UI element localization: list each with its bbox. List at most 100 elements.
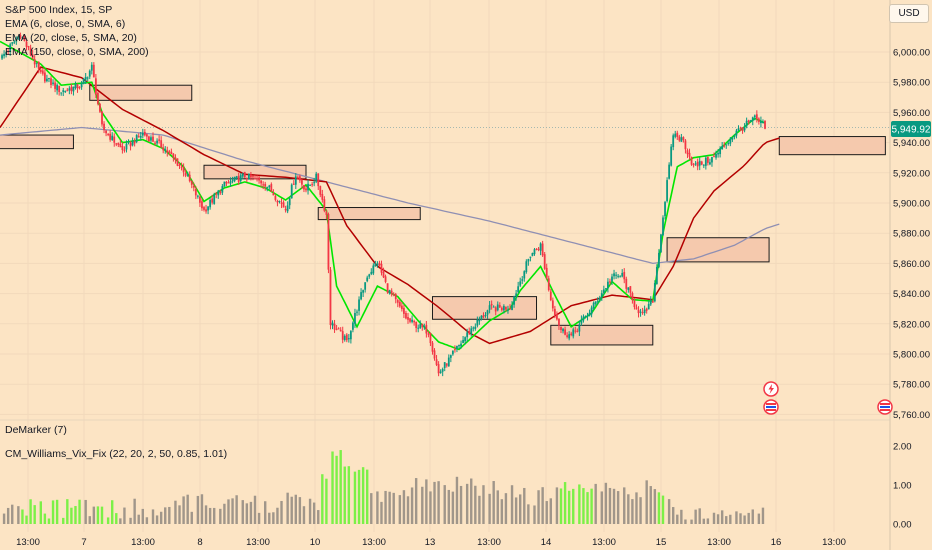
candle-body xyxy=(449,355,452,358)
vix-fix-bar xyxy=(676,514,679,524)
candle-body xyxy=(215,193,218,195)
vix-fix-bar xyxy=(729,514,732,524)
vix-fix-label[interactable]: CM_Williams_Vix_Fix (22, 20, 2, 50, 0.85… xyxy=(5,448,228,460)
candle-body xyxy=(186,174,189,176)
candle-body xyxy=(688,152,691,157)
vix-fix-bar xyxy=(757,513,761,524)
candle-body xyxy=(592,302,595,309)
candle-body xyxy=(715,153,717,158)
candle-body xyxy=(627,287,630,291)
ema-20-label[interactable]: EMA (20, close, 5, SMA, 20) xyxy=(5,32,137,44)
y-tick-label: 5,980.00 xyxy=(893,78,930,89)
candle-body xyxy=(590,307,593,315)
candle-body xyxy=(152,136,154,142)
candle-body xyxy=(396,300,399,303)
candle-body xyxy=(141,132,144,136)
x-tick-label: 8 xyxy=(197,537,202,548)
candle-body xyxy=(513,296,515,305)
vix-fix-bar xyxy=(429,491,432,524)
vix-fix-bar xyxy=(470,478,473,524)
vix-fix-bar xyxy=(514,497,518,524)
event-icons[interactable] xyxy=(763,381,893,415)
candle-body xyxy=(119,143,122,148)
candle-body xyxy=(484,314,487,317)
demarker-label[interactable]: DeMarker (7) xyxy=(5,424,67,436)
candle-body xyxy=(498,305,501,308)
candle-body xyxy=(525,261,528,273)
candle-body xyxy=(54,82,56,89)
candle-body xyxy=(280,202,283,204)
candle-body xyxy=(619,276,622,278)
vix-fix-bar xyxy=(29,499,32,524)
vix-fix-bar xyxy=(612,488,616,524)
candle-body xyxy=(321,193,324,200)
candle-body xyxy=(751,117,754,121)
candle-body xyxy=(737,128,740,131)
candle-body xyxy=(649,299,652,305)
candle-body xyxy=(472,327,475,329)
candle-body xyxy=(523,271,526,279)
candle-body xyxy=(219,191,222,194)
candle-body xyxy=(137,136,140,138)
candle-body xyxy=(352,322,354,330)
ema-6-label[interactable]: EMA (6, close, 0, SMA, 6) xyxy=(5,18,126,30)
currency-button[interactable]: USD xyxy=(889,4,929,23)
vix-fix-bar xyxy=(545,501,548,524)
candle-body xyxy=(519,281,522,286)
candle-body xyxy=(572,329,575,337)
candle-body xyxy=(15,38,18,42)
candle-body xyxy=(378,262,381,266)
candle-body xyxy=(537,248,540,250)
vix-fix-bar xyxy=(74,506,77,524)
ema-150-label[interactable]: EMA (150, close, 0, SMA, 200) xyxy=(5,46,149,58)
candle-body xyxy=(392,294,395,296)
candle-body xyxy=(154,142,156,144)
vix-fix-bar xyxy=(294,494,297,524)
candle-body xyxy=(515,293,518,297)
candle-body xyxy=(298,176,301,181)
candle-body xyxy=(101,111,103,125)
vix-fix-bar xyxy=(257,512,261,524)
candle-body xyxy=(600,293,603,298)
candle-body xyxy=(41,70,44,74)
candle-body xyxy=(370,271,373,274)
candle-body xyxy=(725,144,728,146)
vix-fix-bar xyxy=(523,487,526,524)
vix-fix-bar xyxy=(474,485,477,524)
vix-fix-bar xyxy=(725,516,728,524)
candle-body xyxy=(225,181,228,184)
candle-body xyxy=(713,156,715,158)
vix-fix-bar xyxy=(43,513,47,524)
symbol-title[interactable]: S&P 500 Index, 15, SP xyxy=(5,4,113,16)
vix-fix-bar xyxy=(582,488,585,524)
vix-fix-bar xyxy=(115,513,118,524)
y-tick-label: 5,920.00 xyxy=(893,168,930,179)
y-tick-label: 5,940.00 xyxy=(893,138,930,149)
candle-body xyxy=(349,331,352,340)
candle-body xyxy=(664,202,666,217)
candle-body xyxy=(431,342,434,352)
x-tick-label: 13 xyxy=(425,537,436,548)
candle-body xyxy=(325,211,328,215)
candle-body xyxy=(11,42,14,44)
candle-body xyxy=(243,172,246,178)
candle-body xyxy=(415,321,418,328)
candle-body xyxy=(294,176,297,185)
candle-body xyxy=(292,183,295,185)
candle-body xyxy=(702,164,705,166)
candle-body xyxy=(121,146,124,151)
candle-body xyxy=(31,54,34,59)
vix-fix-bar xyxy=(264,501,267,524)
vix-fix-bar xyxy=(527,504,530,524)
vix-fix-bar xyxy=(716,514,720,524)
candle-body xyxy=(68,88,71,91)
vix-fix-bar xyxy=(204,505,208,524)
x-tick-label: 10 xyxy=(310,537,321,548)
candle-body xyxy=(339,329,342,332)
vix-fix-bar xyxy=(398,495,402,524)
candle-body xyxy=(386,283,389,293)
vix-fix-bar xyxy=(533,505,536,524)
y-tick-label: 6,000.00 xyxy=(893,48,930,59)
vix-fix-bar xyxy=(649,486,652,524)
